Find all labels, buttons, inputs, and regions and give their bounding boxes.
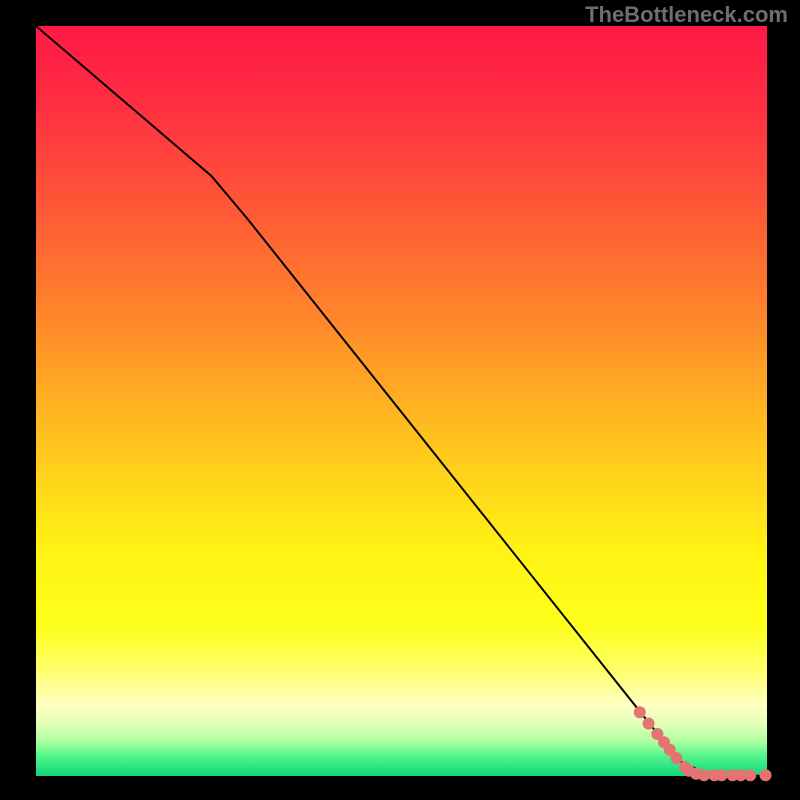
data-marker: [760, 769, 772, 781]
data-marker: [634, 706, 646, 718]
watermark-text: TheBottleneck.com: [585, 2, 788, 28]
data-marker: [744, 769, 756, 781]
plot-background: [36, 26, 767, 776]
chart-svg: [0, 0, 800, 800]
data-marker: [670, 752, 682, 764]
chart-container: { "meta": { "watermark": "TheBottleneck.…: [0, 0, 800, 800]
data-marker: [643, 718, 655, 730]
data-marker: [698, 769, 710, 781]
data-marker: [716, 769, 728, 781]
